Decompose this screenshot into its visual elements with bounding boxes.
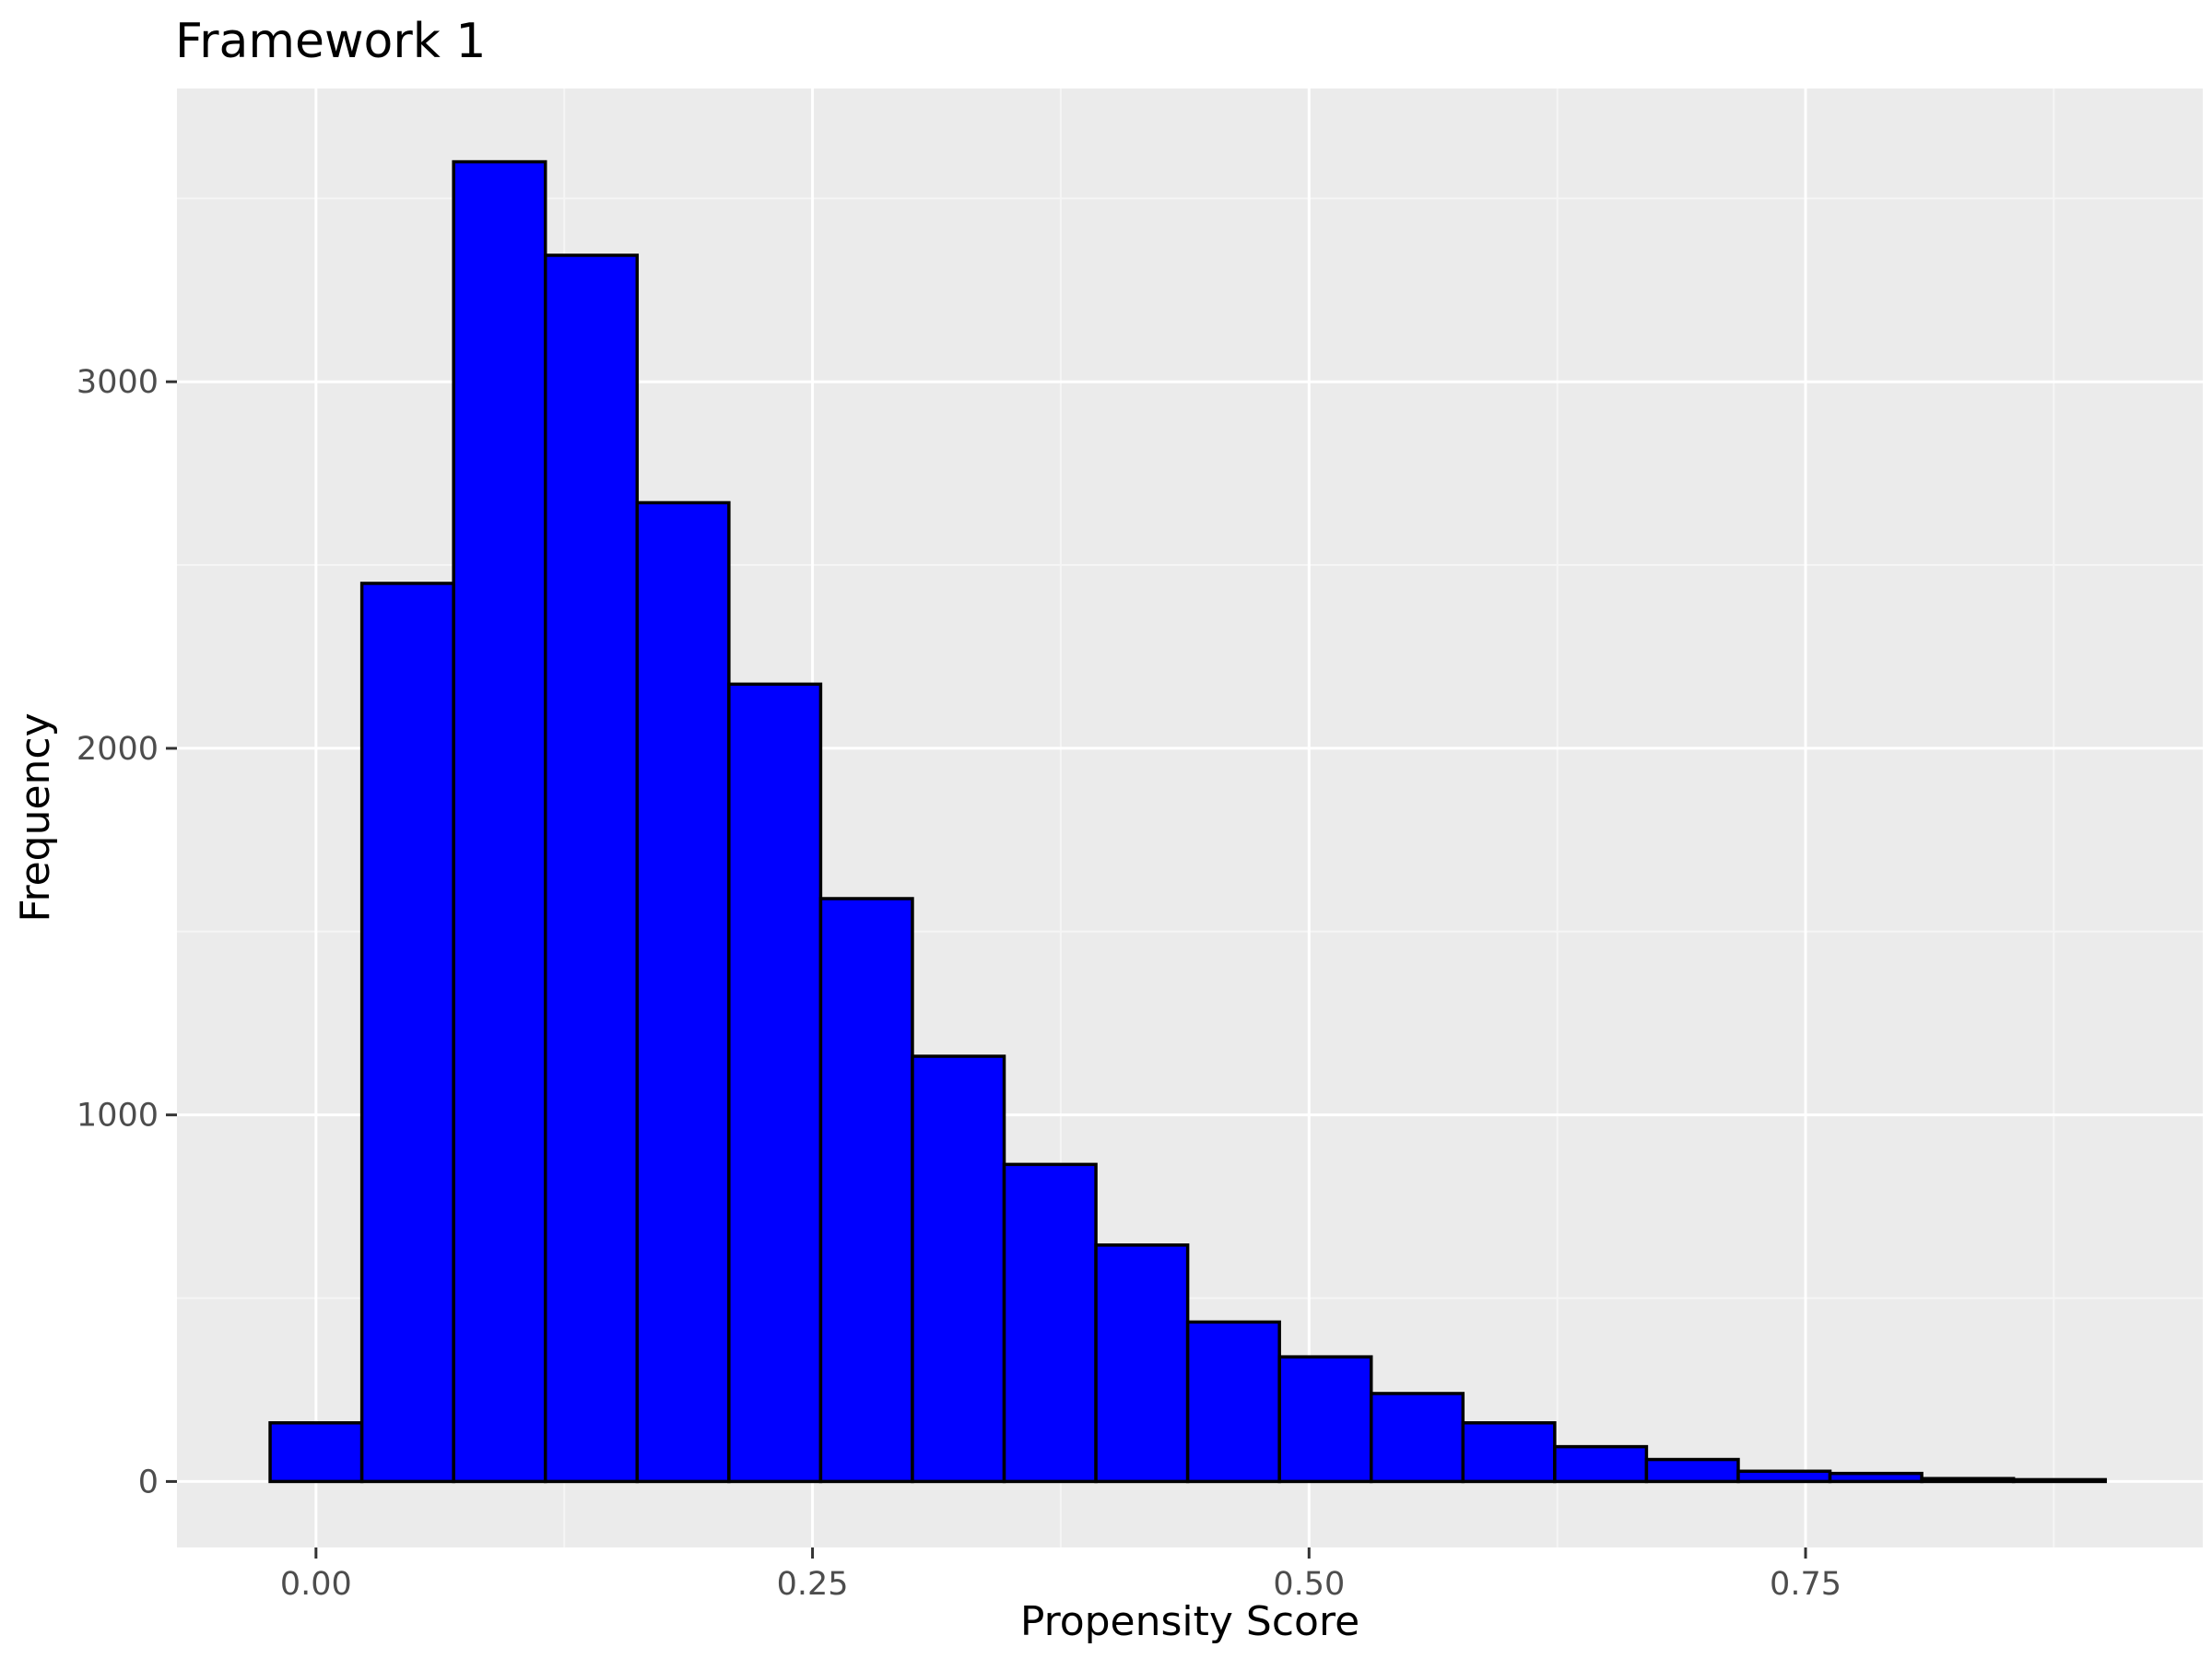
x-axis-title: Propensity Score	[1020, 1598, 1359, 1645]
x-axis-ticks: 0.00 0.25 0.50 0.75	[280, 1547, 1841, 1603]
histogram-bar	[543, 253, 640, 1484]
y-tick-label: 3000	[76, 364, 159, 401]
histogram-bar	[1736, 1469, 1832, 1484]
y-tick-label: 1000	[76, 1098, 159, 1135]
x-tick-label: 0.25	[777, 1566, 849, 1603]
histogram-bar	[1369, 1392, 1465, 1484]
chart-title: Framework 1	[175, 14, 486, 69]
histogram-bar	[1185, 1320, 1281, 1484]
histogram-bar	[727, 682, 823, 1484]
x-tick-label: 0.50	[1273, 1566, 1345, 1603]
histogram-bar	[1277, 1355, 1373, 1484]
histogram-bars	[268, 159, 2107, 1484]
histogram-bar	[635, 500, 731, 1484]
y-axis-ticks: 0 1000 2000 3000	[76, 364, 177, 1500]
histogram-bar	[2011, 1477, 2107, 1484]
histogram-bar	[1828, 1471, 1924, 1484]
histogram-bar	[359, 582, 455, 1484]
histogram-bar	[1644, 1457, 1740, 1484]
histogram-bar	[1920, 1477, 2016, 1484]
y-tick-label: 2000	[76, 731, 159, 768]
histogram-bar	[911, 1054, 1006, 1484]
histogram-bar	[1553, 1444, 1649, 1484]
histogram-bar	[1461, 1421, 1557, 1484]
histogram-bar	[818, 897, 914, 1484]
x-tick-label: 0.00	[280, 1566, 352, 1603]
histogram-bar	[1002, 1162, 1098, 1484]
histogram-bar	[1094, 1243, 1190, 1484]
y-axis-title: Frequency	[12, 712, 59, 922]
histogram-bar	[452, 159, 547, 1484]
x-tick-label: 0.75	[1770, 1566, 1841, 1603]
histogram-bar	[268, 1421, 364, 1484]
y-tick-label: 0	[138, 1464, 159, 1500]
